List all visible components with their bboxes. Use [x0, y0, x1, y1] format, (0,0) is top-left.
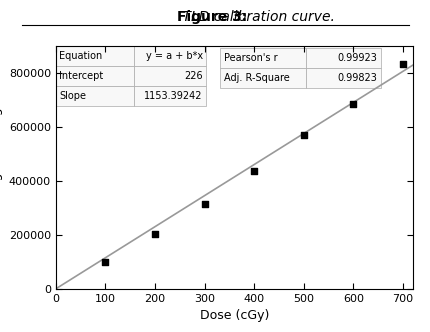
Point — [350, 101, 357, 106]
Y-axis label: TL reading (Countings): TL reading (Countings) — [0, 96, 3, 239]
Text: TLD calibration curve.: TLD calibration curve. — [95, 10, 335, 24]
Point — [399, 61, 406, 67]
Point — [251, 169, 258, 174]
Point — [201, 201, 208, 207]
Point — [300, 133, 307, 138]
Point — [102, 259, 109, 265]
Point — [152, 231, 159, 237]
Text: Figure 3:: Figure 3: — [178, 10, 252, 24]
X-axis label: Dose (cGy): Dose (cGy) — [200, 309, 269, 322]
